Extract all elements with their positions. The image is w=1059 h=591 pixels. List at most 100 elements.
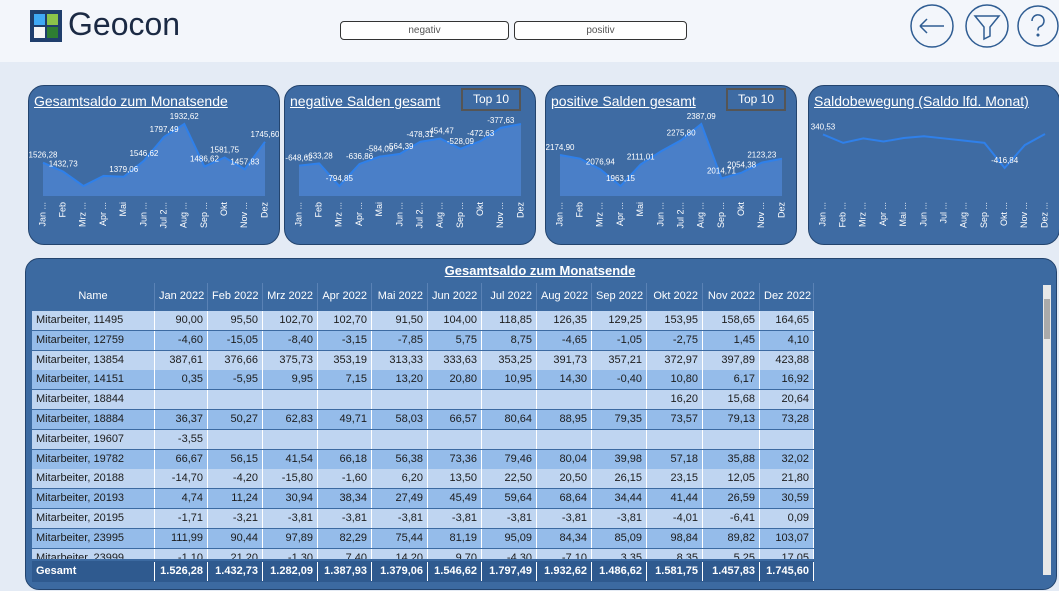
table-cell: -3,15	[318, 330, 372, 350]
back-button[interactable]	[910, 4, 954, 48]
table-cell	[592, 429, 647, 449]
table-cell: 397,89	[703, 350, 760, 370]
x-tick-label: Aug ...	[959, 202, 969, 228]
table-cell: 26,59	[703, 489, 760, 509]
table-cell: 30,94	[263, 489, 318, 509]
nav-icons	[910, 4, 1059, 48]
table-cell	[537, 429, 592, 449]
data-label: -416,84	[991, 156, 1019, 165]
x-tick-label: Apr ...	[354, 202, 364, 226]
table-cell: Mitarbeiter, 19607	[32, 429, 155, 449]
data-label: -584,09	[366, 145, 394, 154]
table-cell: 34,44	[592, 489, 647, 509]
table-cell: -3,55	[155, 429, 208, 449]
table-cell: 9,70	[428, 548, 482, 559]
table-cell: 10,95	[482, 370, 537, 390]
data-label: 2387,09	[687, 112, 716, 121]
table-cell: 27,49	[372, 489, 428, 509]
scrollbar[interactable]	[1043, 285, 1051, 575]
data-label: 2174,90	[546, 143, 575, 152]
table-cell: 129,25	[592, 311, 647, 330]
data-label: -454,47	[427, 127, 455, 136]
x-tick-label: Feb	[575, 202, 585, 218]
table-cell: Mitarbeiter, 20188	[32, 469, 155, 489]
x-tick-label: Sep ...	[199, 202, 209, 228]
column-header: Apr 2022	[318, 283, 372, 310]
table-cell: 118,85	[482, 311, 537, 330]
table-cell: 41,54	[263, 449, 318, 469]
x-tick-label: Mrz ...	[595, 202, 605, 227]
table-cell: 7,15	[318, 370, 372, 390]
table-cell: -4,30	[482, 548, 537, 559]
table-cell: -5,95	[208, 370, 263, 390]
total-cell: 1.745,60	[760, 562, 814, 581]
table-cell: -4,01	[647, 509, 703, 528]
table-cell: -3,81	[482, 509, 537, 528]
data-label: 1526,28	[29, 151, 58, 160]
table-cell: 89,82	[703, 528, 760, 548]
table-cell: 6,17	[703, 370, 760, 390]
table-cell: 0,09	[760, 509, 814, 528]
x-tick-label: Mrz ...	[334, 202, 344, 227]
filter-button[interactable]: positiv	[514, 21, 687, 40]
table-cell: 57,18	[647, 449, 703, 469]
data-label: 1457,83	[230, 157, 259, 166]
data-label: 1581,75	[210, 145, 239, 154]
filter-icon-button[interactable]	[965, 4, 1009, 48]
table-cell: 391,73	[537, 350, 592, 370]
table-cell: -3,21	[208, 509, 263, 528]
table-cell: 14,20	[372, 548, 428, 559]
x-tick-label: Jan ...	[817, 202, 827, 227]
chart: -648,62-633,28 -794,85 -636,86-584,09-564,…	[285, 116, 525, 229]
table-cell: 66,18	[318, 449, 372, 469]
help-button[interactable]	[1017, 5, 1059, 47]
table-cell: -3,81	[372, 509, 428, 528]
total-cell: Gesamt	[32, 562, 155, 581]
total-cell: 1.932,62	[537, 562, 592, 581]
table-cell: 0,35	[155, 370, 208, 390]
line	[298, 123, 522, 188]
chart-title: Gesamtsaldo zum Monatsende	[34, 93, 228, 109]
table-cell	[428, 429, 482, 449]
x-tick-label: Jan ...	[293, 202, 303, 227]
total-cell: 1.457,83	[703, 562, 760, 581]
x-tick-label: Aug ...	[696, 202, 706, 228]
table-cell: 98,84	[647, 528, 703, 548]
x-tick-label: Jul 2...	[675, 202, 685, 229]
logo-icon	[30, 10, 62, 42]
data-label: 2076,94	[586, 157, 615, 166]
column-header: Okt 2022	[647, 283, 703, 310]
column-header: Feb 2022	[208, 283, 263, 310]
table-cell: 68,64	[537, 489, 592, 509]
table-cell: 79,35	[592, 410, 647, 429]
filter-button[interactable]: negativ	[340, 21, 509, 40]
table-cell: 13,20	[372, 370, 428, 390]
table-cell: 95,09	[482, 528, 537, 548]
table-cell: 8,35	[647, 548, 703, 559]
table-cell: 126,35	[537, 311, 592, 330]
column-header: Dez 2022	[760, 283, 814, 310]
total-cell: 1.486,62	[592, 562, 647, 581]
chart-card: negative Salden gesamt Top 10 -648,62 -633,…	[284, 85, 536, 245]
column-header: Jul 2022	[482, 283, 537, 310]
x-tick-label: Mrz ...	[858, 202, 868, 227]
x-tick-label: Okt	[475, 202, 485, 217]
x-tick-label: Jan ...	[554, 202, 564, 227]
x-tick-label: Jul ...	[938, 202, 948, 224]
data-label: 1963,15	[606, 174, 635, 183]
data-label: -636,86	[346, 152, 374, 161]
table-cell: Mitarbeiter, 11495	[32, 311, 155, 330]
table-cell: 66,57	[428, 410, 482, 429]
line	[822, 133, 1046, 170]
table-cell: 103,07	[760, 528, 814, 548]
x-tick-label: Mai	[374, 202, 384, 217]
x-tick-label: Jun ...	[394, 202, 404, 227]
x-tick-label: Nov ...	[756, 202, 766, 228]
table-cell: 81,19	[428, 528, 482, 548]
table-cell: Mitarbeiter, 23999	[32, 548, 155, 559]
data-label: 2111,01	[627, 152, 655, 161]
x-tick-label: Apr ...	[878, 202, 888, 226]
x-tick-label: Okt	[736, 202, 746, 217]
table-cell: 5,25	[703, 548, 760, 559]
table-cell: -3,81	[592, 509, 647, 528]
